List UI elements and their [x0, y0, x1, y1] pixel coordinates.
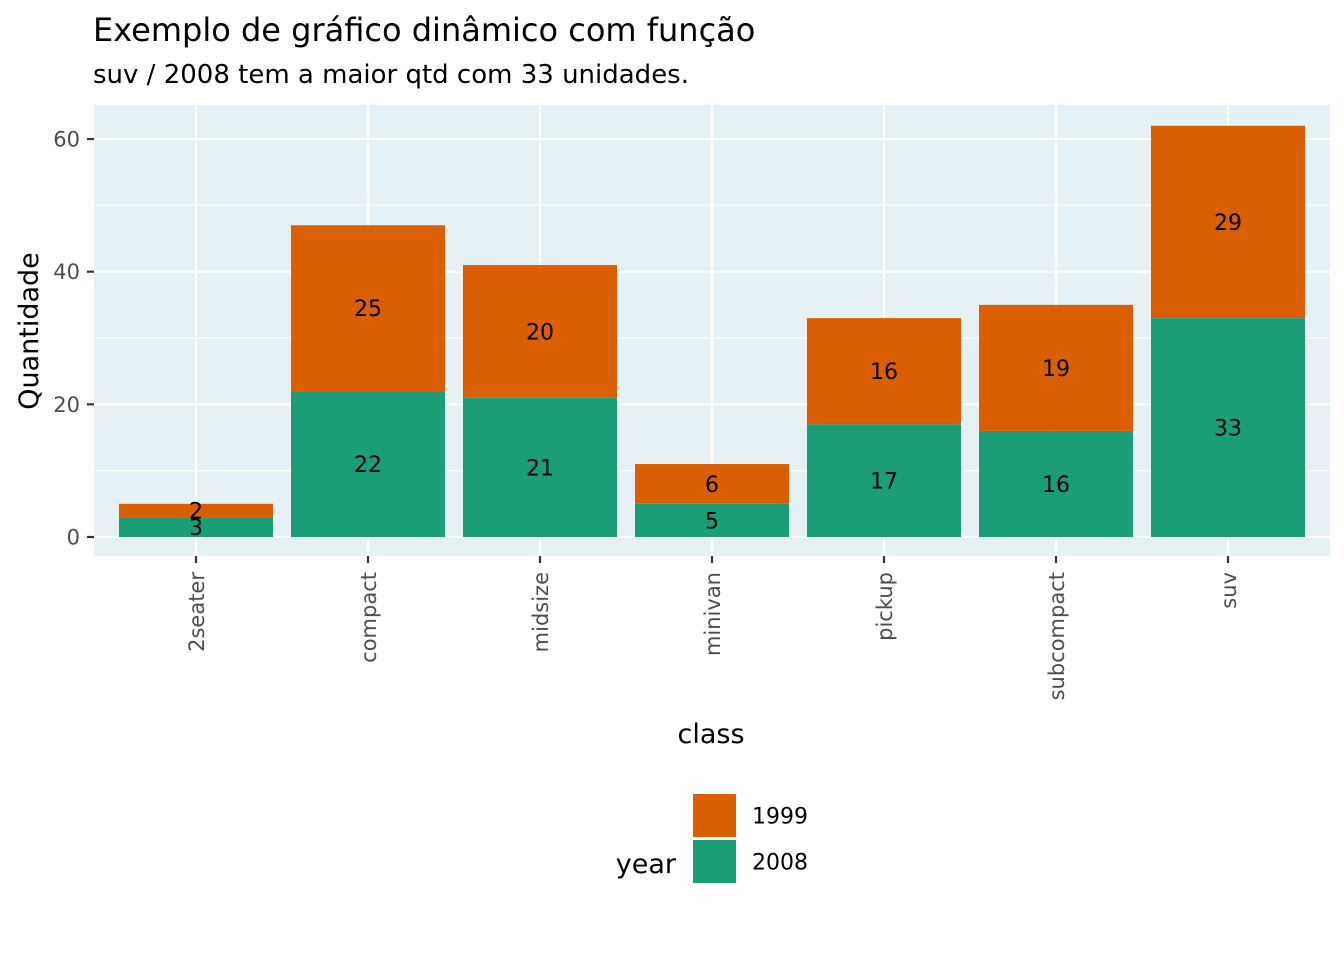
legend-key-1999 — [693, 794, 736, 837]
bar-midsize-2008 — [463, 397, 617, 537]
bar-pickup-1999 — [807, 318, 961, 425]
bar-minivan-1999 — [635, 464, 789, 504]
bar-midsize-1999 — [463, 265, 617, 398]
bar-subcompact-1999 — [979, 304, 1133, 431]
bar-compact-1999 — [291, 225, 445, 392]
legend-key-2008 — [693, 840, 736, 883]
bars — [119, 125, 1305, 537]
data-label: 22 — [354, 453, 382, 478]
y-axis: 0 20 40 60 — [53, 128, 94, 550]
x-tick-label-2seater: 2seater — [185, 572, 209, 652]
x-axis-title: class — [677, 719, 744, 750]
x-tick-label-compact: compact — [357, 572, 381, 663]
bar-2seater-2008 — [119, 517, 273, 537]
data-label: 6 — [705, 473, 719, 498]
y-tick-label: 60 — [53, 128, 80, 152]
data-label: 16 — [870, 360, 898, 385]
bar-suv-2008 — [1151, 318, 1305, 537]
data-label: 5 — [705, 509, 719, 534]
y-tick-label: 0 — [67, 526, 80, 550]
y-tick-label: 20 — [53, 393, 80, 417]
x-tick-label-pickup: pickup — [873, 572, 897, 641]
legend: year 1999 2008 — [616, 794, 808, 883]
bar-minivan-2008 — [635, 503, 789, 537]
data-label: 3 — [189, 516, 203, 541]
y-tick-label: 40 — [53, 260, 80, 284]
x-axis: 2seater compact midsize minivan pickup subcom… — [185, 556, 1241, 700]
data-label: 19 — [1042, 357, 1070, 382]
data-label: 17 — [870, 470, 898, 495]
bar-2seater-1999 — [119, 503, 273, 518]
data-label: 2 — [189, 499, 203, 524]
bar-pickup-2008 — [807, 424, 961, 537]
y-axis-title: Quantidade — [14, 252, 45, 410]
x-tick-label-subcompact: subcompact — [1045, 572, 1069, 700]
chart-subtitle: suv / 2008 tem a maior qtd com 33 unidad… — [93, 60, 689, 90]
legend-title: year — [616, 849, 677, 880]
data-label: 29 — [1214, 211, 1242, 236]
legend-label-1999: 1999 — [752, 805, 808, 830]
bar-suv-1999 — [1151, 125, 1305, 319]
data-label: 20 — [526, 320, 554, 345]
x-tick-label-minivan: minivan — [701, 572, 725, 656]
data-label: 16 — [1042, 473, 1070, 498]
data-label: 33 — [1214, 417, 1242, 442]
x-tick-label-suv: suv — [1217, 572, 1241, 609]
data-label: 25 — [354, 297, 382, 322]
bar-subcompact-2008 — [979, 430, 1133, 537]
legend-label-2008: 2008 — [752, 851, 808, 876]
x-tick-label-midsize: midsize — [529, 572, 553, 652]
bar-compact-2008 — [291, 391, 445, 537]
chart-title: Exemplo de gráfico dinâmico com função — [93, 11, 755, 49]
data-label: 21 — [526, 456, 554, 481]
